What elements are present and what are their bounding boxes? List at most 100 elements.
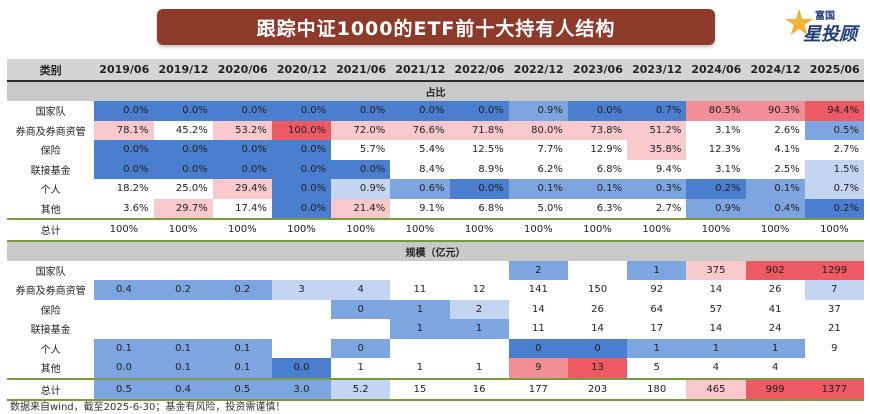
section-title: 占比 [7,81,864,101]
table-cell: 1 [390,299,450,319]
table-cell: 12.9% [567,140,628,160]
row-label: 保险 [7,140,95,160]
table-cell: 100% [567,218,628,242]
table-cell [271,319,332,339]
table-cell [212,260,272,280]
table-cell: 100% [745,218,805,242]
table-row: 个人 0.1 0.1 0.1 0 0 0 1 1 1 9 [7,338,864,358]
holder-structure-table: 类别 2019/06 2019/12 2020/06 2020/12 2021/06 20… [7,59,864,401]
table-cell: 4 [745,358,805,379]
table-cell: 150 [567,280,628,300]
table-cell: 1 [627,260,687,280]
table-cell: 0.1% [745,179,805,199]
table-cell: 100% [804,218,864,242]
header-date: 2019/12 [153,59,213,82]
table-cell: 0.1 [212,358,272,379]
table-cell: 90.3% [745,101,805,121]
row-label: 保险 [7,299,95,319]
table-cell: 2.5% [745,159,805,179]
table-cell: 0.3% [627,179,687,199]
table-cell: 0.0% [94,101,154,121]
table-cell: 0.0% [212,140,272,160]
table-cell: 0.0% [331,159,391,179]
table-cell: 4 [331,280,391,300]
table-cell: 375 [686,260,746,280]
table-cell: 7.7% [508,140,568,160]
table-cell: 100% [449,218,509,242]
header-date: 2023/06 [567,59,628,82]
header-date: 2022/06 [449,59,509,82]
table-cell: 5 [627,358,687,379]
section-title: 规模（亿元） [7,240,864,261]
table-cell: 14 [686,280,746,300]
table-cell: 2 [449,299,509,319]
table-cell: 12 [449,280,509,300]
table-cell: 72.0% [331,120,391,140]
table-cell: 1 [686,338,746,358]
header-label: 类别 [7,59,95,82]
row-label: 联接基金 [7,159,95,179]
table-cell: 5.7% [331,140,391,160]
table-cell: 0.6% [390,179,450,199]
table-cell: 1377 [804,377,864,401]
table-cell [153,299,213,319]
table-cell [153,319,213,339]
table-cell: 12.3% [686,140,746,160]
table-cell: 100% [508,218,568,242]
table-cell: 37 [804,299,864,319]
table-cell [212,319,272,339]
table-cell: 100% [212,218,272,242]
table-cell: 0.1 [153,338,213,358]
table-cell: 14 [686,319,746,339]
table-cell: 9 [804,338,864,358]
title-banner: 跟踪中证1000的ETF前十大持有人结构 [157,9,715,45]
table-cell: 100% [390,218,450,242]
table-cell: 0.2% [804,198,864,219]
table-cell: 0.0% [153,140,213,160]
table-cell: 92 [627,280,687,300]
table-cell: 0.0% [449,101,509,121]
table-cell: 29.7% [153,198,213,219]
table-cell: 5.0% [508,198,568,219]
table-row: 保险 0 1 2 14 26 64 57 41 37 [7,299,864,319]
table-cell: 0.0% [212,101,272,121]
table-cell [212,299,272,319]
table-cell: 18.2% [94,179,154,199]
table-cell: 5.4% [390,140,450,160]
row-label: 券商及券商资管 [7,120,95,140]
table-cell: 0.7% [627,101,687,121]
table-cell: 2 [508,260,568,280]
table-cell: 1 [745,338,805,358]
row-label: 总计 [7,377,95,401]
header-date: 2025/06 [804,59,864,82]
table-cell: 999 [745,377,805,401]
table-cell: 100% [331,218,391,242]
table-cell: 8.9% [449,159,509,179]
table-cell: 100% [271,218,332,242]
table-cell: 0.0% [212,159,272,179]
table-cell: 12.5% [449,140,509,160]
header-date: 2021/06 [331,59,391,82]
row-label: 联接基金 [7,319,95,339]
table-cell: 9 [508,358,568,379]
table-cell: 64 [627,299,687,319]
header-date: 2020/12 [271,59,332,82]
table-cell [390,260,450,280]
table-row: 联接基金 0.0% 0.0% 0.0% 0.0% 0.0% 8.4% 8.9% 6.2% 6.8%… [7,159,864,179]
table-cell: 14 [567,319,628,339]
row-label: 个人 [7,338,95,358]
table-cell: 100% [153,218,213,242]
table-cell: 16 [449,377,509,401]
table-cell: 29.4% [212,179,272,199]
table-cell: 0.9% [331,179,391,199]
table-cell: 1 [331,358,391,379]
header-date: 2019/06 [94,59,154,82]
table-cell: 0.0 [94,358,154,379]
table-cell: 3 [271,280,332,300]
table-cell: 0.9% [508,101,568,121]
table-cell: 5.2 [331,377,391,401]
row-label: 券商及券商资管 [7,280,95,300]
table-cell: 53.2% [212,120,272,140]
table-body: 占比 国家队 0.0% 0.0% 0.0% 0.0% 0.0% 0.0% 0.0% 0.9% 0.0… [7,81,864,401]
table-cell: 11 [390,280,450,300]
